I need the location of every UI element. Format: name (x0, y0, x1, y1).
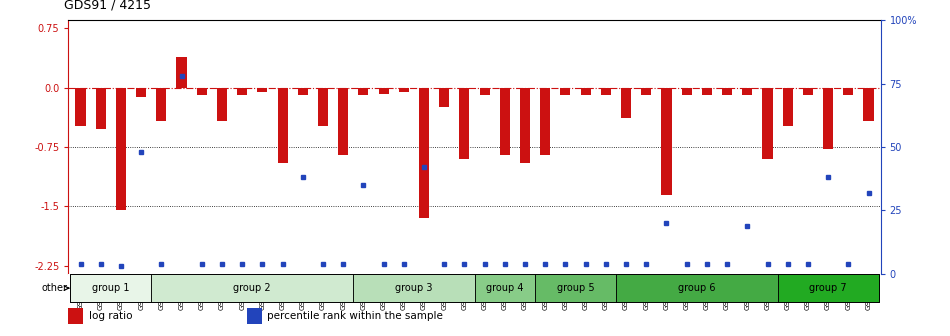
Bar (68, 308, 83, 324)
Bar (844, 88, 853, 95)
Bar (318, 88, 328, 126)
Bar (500, 88, 510, 155)
Bar (560, 88, 571, 95)
Bar (353, 274, 474, 302)
Bar (474, 274, 535, 302)
Bar (399, 88, 408, 91)
Bar (763, 88, 772, 159)
Bar (864, 88, 874, 121)
Bar (297, 88, 308, 95)
Text: log ratio: log ratio (88, 311, 132, 321)
Bar (277, 88, 288, 163)
Bar (580, 88, 591, 95)
Bar (600, 88, 611, 95)
Bar (616, 274, 778, 302)
Bar (238, 88, 247, 95)
Bar (177, 57, 186, 88)
Text: percentile rank within the sample: percentile rank within the sample (267, 311, 444, 321)
Bar (661, 88, 672, 195)
Bar (823, 88, 833, 150)
Bar (378, 88, 389, 94)
Bar (197, 88, 207, 95)
Text: group 1: group 1 (92, 283, 129, 293)
Bar (157, 88, 166, 121)
Bar (520, 88, 530, 163)
Text: group 3: group 3 (395, 283, 432, 293)
Bar (151, 274, 353, 302)
Bar (702, 88, 712, 95)
Bar (460, 88, 469, 159)
Text: group 4: group 4 (486, 283, 523, 293)
Bar (136, 88, 146, 97)
Bar (96, 88, 105, 129)
Bar (621, 88, 631, 118)
Bar (641, 88, 652, 95)
Bar (116, 88, 126, 210)
Bar (257, 88, 267, 91)
Text: group 7: group 7 (809, 283, 847, 293)
Text: other: other (42, 283, 68, 293)
Bar (742, 88, 752, 95)
Bar (70, 274, 151, 302)
Bar (358, 88, 369, 95)
Bar (439, 88, 449, 108)
Bar (803, 88, 813, 95)
Bar (783, 88, 792, 126)
Bar (535, 274, 616, 302)
Bar (247, 308, 261, 324)
Text: group 6: group 6 (678, 283, 715, 293)
Text: GDS91 / 4215: GDS91 / 4215 (64, 0, 151, 12)
Bar (480, 88, 489, 95)
Bar (419, 88, 429, 218)
Bar (217, 88, 227, 121)
Bar (338, 88, 349, 155)
Bar (541, 88, 550, 155)
Text: group 5: group 5 (557, 283, 595, 293)
Bar (722, 88, 732, 95)
Text: group 2: group 2 (234, 283, 271, 293)
Bar (75, 88, 86, 126)
Bar (682, 88, 692, 95)
Bar (778, 274, 879, 302)
